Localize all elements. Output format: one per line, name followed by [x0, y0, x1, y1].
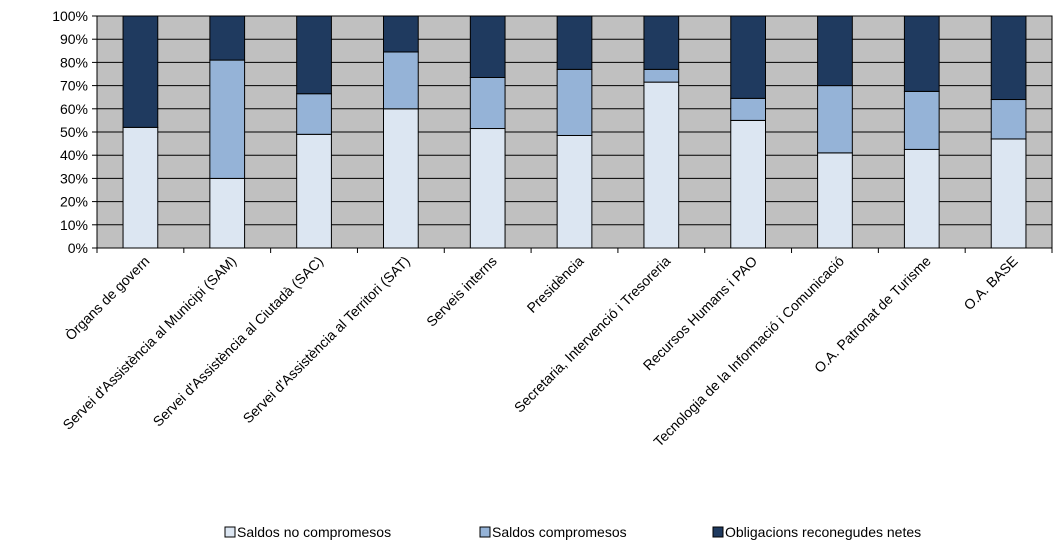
bar-segment: [817, 15, 853, 87]
x-tick-label: Secretaria, Intervenció i Tresoreria: [511, 253, 674, 416]
bar-segment: [730, 15, 766, 99]
bar-segment: [296, 93, 332, 135]
bar-segment: [209, 15, 246, 61]
bar-segment: [643, 68, 680, 83]
bar-segment: [556, 15, 593, 70]
bar-segment: [817, 85, 853, 154]
x-tick-label: Òrgans de govern: [62, 253, 153, 344]
bar-segment: [469, 15, 506, 78]
x-tick-label: Servei d'Assistència al Territori (SAT): [240, 253, 413, 426]
bar-segment: [383, 51, 419, 110]
y-tick-label: 40%: [60, 147, 88, 163]
legend-swatch: [479, 526, 491, 538]
legend-label: Saldos compromesos: [492, 524, 627, 540]
y-tick-label: 80%: [60, 54, 88, 70]
y-tick-label: 10%: [60, 217, 88, 233]
bar-segment: [990, 15, 1027, 101]
bar-segment: [469, 128, 506, 249]
bar-segment: [383, 15, 419, 53]
y-tick-label: 20%: [60, 194, 88, 210]
bar-segment: [643, 81, 680, 249]
legend: Saldos no compromesos Saldos compromesos O…: [224, 524, 921, 540]
bar-segment: [383, 108, 419, 249]
legend-swatch: [224, 526, 236, 538]
bar-segment: [469, 76, 506, 130]
bar-segment: [296, 15, 332, 95]
x-tick-label: Servei d'Assistència al Municipi (SAM): [59, 253, 239, 433]
bar-segment: [643, 15, 680, 70]
legend-label: Saldos no compromesos: [237, 524, 391, 540]
bar-segment: [556, 134, 593, 249]
bar-segment: [209, 59, 246, 179]
x-tick-label: Serveis interns: [423, 253, 500, 330]
bar-segment: [990, 99, 1027, 140]
x-tick-label: Servei d'Assistència al Ciutadà (SAC): [150, 253, 327, 430]
bar-segment: [903, 148, 940, 249]
bar-segment: [817, 152, 853, 249]
y-tick-label: 0%: [68, 240, 88, 256]
bar-segment: [556, 68, 593, 136]
legend-swatch: [712, 526, 724, 538]
bar-segment: [296, 133, 332, 249]
bar-segment: [209, 177, 246, 249]
bar-segment: [122, 15, 159, 128]
bar-segment: [990, 138, 1027, 249]
x-tick-label: Tecnologia de la Informació i Comunicaci…: [650, 253, 847, 450]
y-tick-label: 100%: [52, 8, 88, 24]
y-tick-label: 90%: [60, 31, 88, 47]
bar-segment: [903, 15, 940, 92]
bar-segment: [122, 126, 159, 249]
bar-segment: [903, 90, 940, 150]
bar-segment: [730, 97, 766, 121]
bars: [122, 15, 1027, 249]
y-tick-label: 60%: [60, 101, 88, 117]
x-tick-label: O.A. BASE: [960, 253, 1020, 313]
x-tick-label: Presidència: [524, 253, 587, 316]
y-tick-label: 70%: [60, 78, 88, 94]
y-tick-label: 30%: [60, 170, 88, 186]
legend-label: Obligacions reconegudes netes: [725, 524, 921, 540]
bar-segment: [730, 119, 766, 249]
y-tick-label: 50%: [60, 124, 88, 140]
